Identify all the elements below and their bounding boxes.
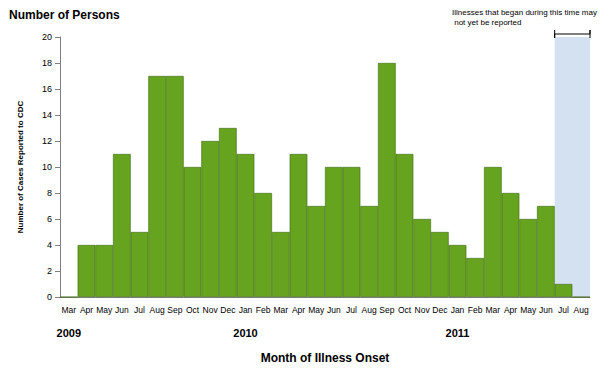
svg-text:10: 10 (42, 162, 52, 172)
svg-text:Jan: Jan (451, 305, 465, 315)
svg-text:Nov: Nov (415, 305, 431, 315)
svg-text:Sep: Sep (167, 305, 182, 315)
svg-text:Jul: Jul (134, 305, 145, 315)
svg-text:Jun: Jun (327, 305, 341, 315)
svg-text:Month of Illness Onset: Month of Illness Onset (261, 351, 390, 365)
svg-text:Apr: Apr (80, 305, 93, 315)
svg-text:May: May (96, 305, 113, 315)
svg-text:Dec: Dec (220, 305, 236, 315)
svg-text:2010: 2010 (233, 327, 257, 339)
svg-text:4: 4 (47, 240, 52, 250)
svg-text:Feb: Feb (256, 305, 271, 315)
svg-text:Jul: Jul (558, 305, 569, 315)
svg-text:May: May (520, 305, 537, 315)
svg-text:Jan: Jan (239, 305, 253, 315)
svg-text:Jun: Jun (115, 305, 129, 315)
svg-text:Oct: Oct (186, 305, 200, 315)
svg-text:May: May (308, 305, 325, 315)
svg-text:12: 12 (42, 136, 52, 146)
svg-text:18: 18 (42, 58, 52, 68)
svg-text:Apr: Apr (504, 305, 517, 315)
svg-text:Number of Cases Reported to CD: Number of Cases Reported to CDC (16, 101, 25, 234)
svg-text:2009: 2009 (57, 327, 81, 339)
svg-text:Aug: Aug (150, 305, 165, 315)
svg-text:2: 2 (47, 266, 52, 276)
svg-text:Jul: Jul (346, 305, 357, 315)
svg-text:Jun: Jun (539, 305, 553, 315)
svg-text:Sep: Sep (379, 305, 394, 315)
svg-text:6: 6 (47, 214, 52, 224)
svg-text:Mar: Mar (486, 305, 501, 315)
svg-text:16: 16 (42, 84, 52, 94)
svg-text:Nov: Nov (203, 305, 219, 315)
svg-text:Aug: Aug (362, 305, 377, 315)
svg-text:20: 20 (42, 32, 52, 42)
svg-text:8: 8 (47, 188, 52, 198)
svg-text:2011: 2011 (446, 327, 470, 339)
svg-text:14: 14 (42, 110, 52, 120)
svg-text:Apr: Apr (292, 305, 305, 315)
svg-text:not yet be reported: not yet be reported (452, 18, 521, 27)
svg-text:Mar: Mar (274, 305, 289, 315)
svg-text:Number of Persons: Number of Persons (9, 8, 120, 22)
svg-text:Aug: Aug (574, 305, 589, 315)
svg-text:Illnesses that began during th: Illnesses that began during this time ma… (452, 8, 597, 17)
svg-text:Mar: Mar (62, 305, 77, 315)
svg-text:Dec: Dec (432, 305, 448, 315)
svg-text:0: 0 (47, 292, 52, 302)
svg-text:Oct: Oct (398, 305, 412, 315)
svg-text:Feb: Feb (468, 305, 483, 315)
